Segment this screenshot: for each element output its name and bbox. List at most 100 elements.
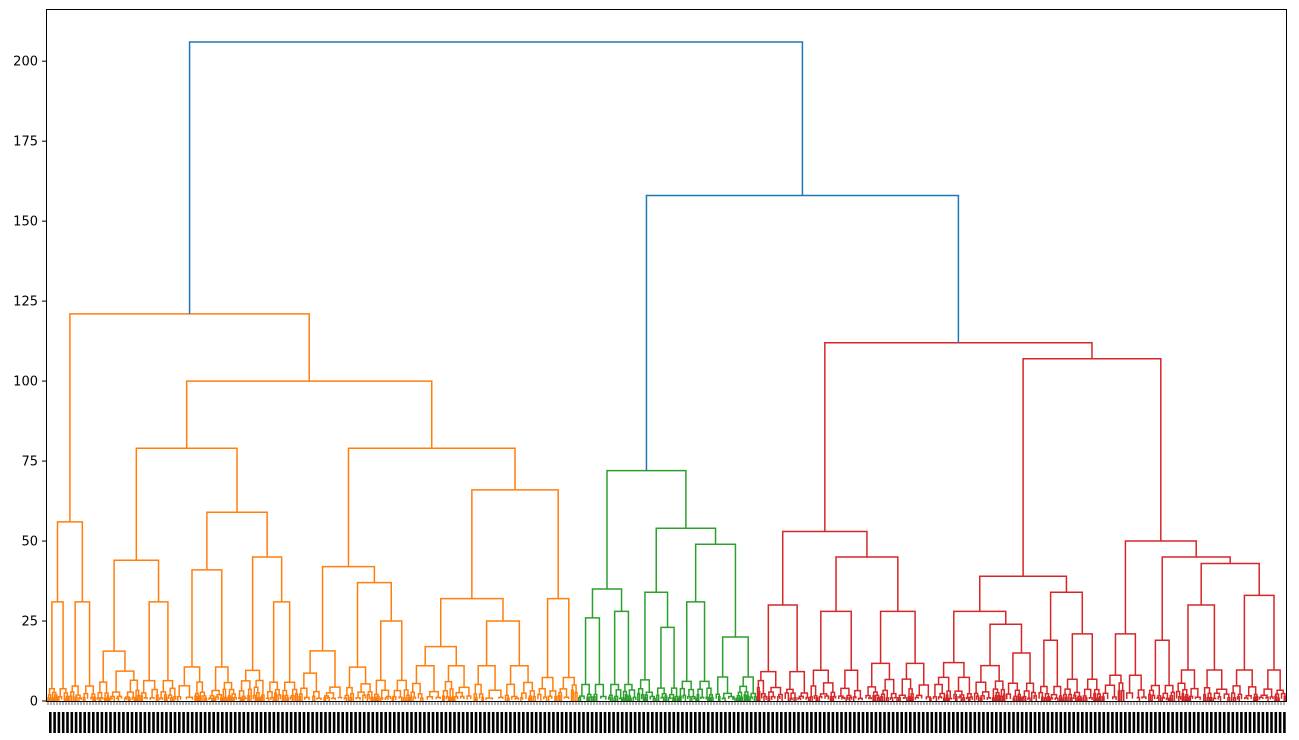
- y-axis: 0 25 50 75 100 125 150 175 200: [13, 55, 47, 710]
- dendrogram-link: [528, 697, 531, 701]
- dendrogram-link: [1025, 682, 1035, 693]
- x-tick-label: [483, 712, 486, 733]
- dendrogram-link: [768, 691, 775, 697]
- x-tick-label: [83, 712, 86, 733]
- x-tick-label: [491, 712, 495, 733]
- x-tick-label: [1003, 712, 1007, 733]
- dendrogram-link: [815, 697, 819, 701]
- dendrogram-link: [323, 696, 327, 701]
- y-tick-label: 150: [13, 215, 38, 230]
- x-tick-label: [620, 712, 624, 733]
- dendrogram-link: [123, 697, 128, 701]
- dendrogram-link: [321, 565, 376, 651]
- x-tick-label: [1081, 712, 1084, 733]
- dendrogram-link: [282, 689, 288, 696]
- dendrogram-link: [1086, 678, 1098, 690]
- x-tick-label: [345, 712, 349, 733]
- x-tick-label: [319, 712, 323, 733]
- x-tick-label: [629, 712, 633, 733]
- dendrogram-link: [637, 692, 641, 701]
- dendrogram-link: [1076, 697, 1080, 701]
- x-tick-label: [702, 712, 706, 733]
- dendrogram-link: [1255, 695, 1259, 701]
- dendrogram-link: [435, 696, 441, 700]
- dendrogram-link: [1043, 697, 1048, 701]
- dendrogram-link: [55, 696, 59, 701]
- x-tick-label: [1072, 712, 1075, 733]
- dendrogram-link: [969, 696, 973, 701]
- dendrogram-link: [51, 601, 64, 689]
- x-tick-label: [87, 712, 91, 733]
- x-tick-label: [1119, 712, 1123, 733]
- dendrogram-link: [890, 692, 897, 698]
- x-tick-label: [1167, 712, 1170, 733]
- dendrogram-link: [1021, 697, 1025, 701]
- dendrogram-link: [656, 694, 660, 701]
- dendrogram-link: [644, 591, 669, 680]
- dendrogram-link: [627, 695, 632, 701]
- y-tick-label: 25: [21, 615, 38, 630]
- y-tick-label: 200: [13, 55, 38, 70]
- dendrogram-link: [613, 697, 617, 701]
- dendrogram-link: [209, 695, 215, 699]
- dendrogram-link: [102, 650, 126, 683]
- x-tick-label: [199, 712, 203, 733]
- dendrogram-link: [619, 697, 623, 701]
- dendrogram-link: [529, 690, 535, 697]
- dendrogram-link: [608, 694, 613, 701]
- dendrogram-link: [380, 620, 403, 681]
- x-tick-label: [66, 712, 69, 733]
- dendrogram-link: [303, 672, 318, 692]
- x-tick-label: [268, 712, 271, 733]
- x-tick-label: [565, 712, 568, 733]
- dendrogram-link: [251, 556, 283, 671]
- dendrogram-link: [682, 694, 687, 701]
- dendrogram-link: [178, 685, 191, 698]
- dendrogram-link: [1164, 684, 1174, 694]
- dendrogram-link: [1002, 693, 1006, 701]
- dendrogram-link: [485, 620, 521, 666]
- dendrogram-link: [148, 601, 169, 681]
- dendrogram-link: [170, 697, 174, 701]
- dendrogram-link: [1274, 695, 1278, 701]
- dendrogram-link: [509, 665, 529, 685]
- x-tick-label: [698, 712, 701, 733]
- x-tick-label: [418, 712, 422, 733]
- dendrogram-link: [700, 696, 705, 700]
- dendrogram-link: [274, 692, 278, 701]
- dendrogram-link: [1049, 697, 1054, 701]
- x-tick-label: [1227, 712, 1230, 733]
- dendrogram-link: [1235, 669, 1253, 687]
- x-tick-label: [229, 712, 233, 733]
- dendrogram-link: [294, 692, 299, 701]
- dendrogram-link: [591, 588, 623, 618]
- dendrogram-link: [660, 696, 665, 701]
- x-tick-label: [190, 712, 194, 733]
- x-tick-label: [900, 712, 903, 733]
- dendrogram-link: [908, 688, 913, 697]
- x-tick-label: [887, 712, 891, 733]
- x-tick-label: [715, 712, 719, 733]
- dendrogram-link: [1012, 652, 1031, 684]
- x-tick-label: [74, 712, 78, 733]
- dendrogram-link: [739, 696, 743, 701]
- dendrogram-link: [820, 610, 852, 671]
- x-tick-label: [990, 712, 994, 733]
- dendrogram-link: [208, 697, 213, 701]
- dendrogram-link: [214, 696, 220, 701]
- x-tick-label: [70, 712, 74, 733]
- x-tick-label: [337, 712, 340, 733]
- dendrogram-link: [51, 697, 54, 701]
- dendrogram-link: [624, 694, 628, 701]
- dendrogram-link: [897, 696, 901, 701]
- dendrogram-link: [706, 687, 712, 698]
- dendrogram-link: [325, 692, 335, 699]
- x-tick-label: [246, 712, 250, 733]
- dendrogram-link: [957, 676, 971, 694]
- x-tick-label: [844, 712, 848, 733]
- dendrogram-link: [240, 697, 244, 701]
- dendrogram-link: [989, 623, 1023, 666]
- x-tick-label: [96, 712, 99, 733]
- dendrogram-link: [90, 696, 94, 701]
- x-tick-label: [384, 712, 387, 733]
